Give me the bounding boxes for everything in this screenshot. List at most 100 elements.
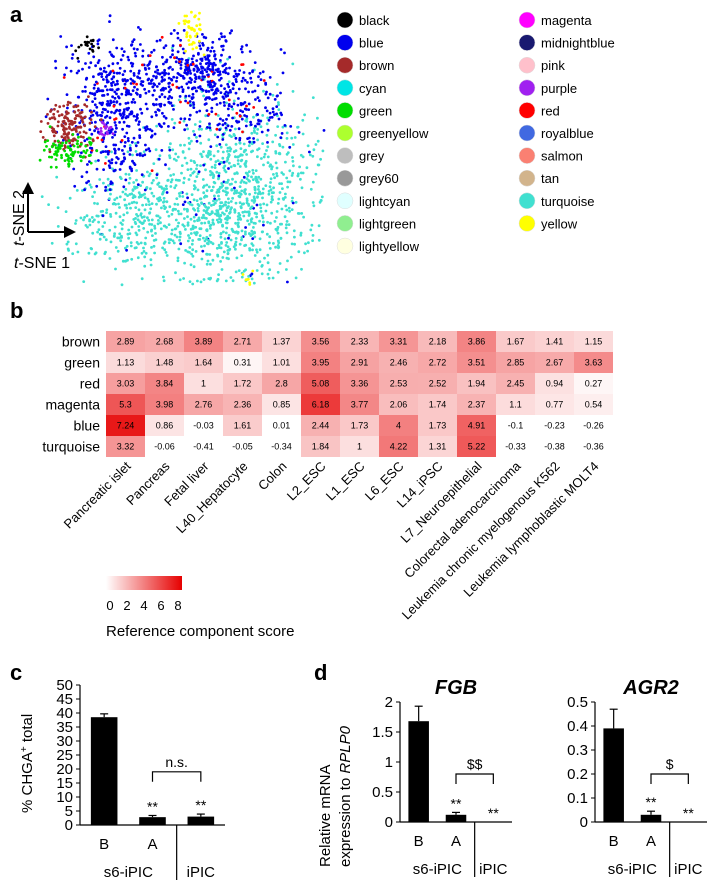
tsne-point-0 xyxy=(228,210,232,214)
tsne-point-0 xyxy=(257,147,261,151)
tsne-point-2 xyxy=(141,63,144,67)
tsne-point-1 xyxy=(136,218,140,222)
tsne-point-0 xyxy=(175,197,179,201)
tsne-point-0 xyxy=(218,162,221,166)
tsne-point-7 xyxy=(69,148,72,152)
tsne-point-2 xyxy=(83,85,87,89)
tsne-point-6 xyxy=(74,128,78,132)
tsne-point-0 xyxy=(250,175,253,179)
tsne-point-0 xyxy=(222,230,225,234)
tsne-point-2 xyxy=(130,140,134,144)
y-tick-label: 1.5 xyxy=(372,724,393,741)
tsne-point-6 xyxy=(66,111,70,115)
tsne-point-3 xyxy=(210,46,214,49)
tsne-point-2 xyxy=(139,28,142,31)
tsne-point-2 xyxy=(116,61,120,65)
tsne-point-1 xyxy=(143,196,147,200)
tsne-point-0 xyxy=(240,229,244,233)
tsne-point-2 xyxy=(123,69,127,73)
tsne-point-6 xyxy=(66,103,70,107)
y-tick-label: 5 xyxy=(65,803,73,820)
tsne-point-3 xyxy=(183,71,187,74)
tsne-point-1 xyxy=(162,187,166,191)
tsne-point-0 xyxy=(226,149,229,153)
tsne-point-2 xyxy=(172,126,176,129)
tsne-point-0 xyxy=(192,265,196,269)
tsne-point-0 xyxy=(311,96,315,99)
tsne-point-4 xyxy=(227,114,231,117)
color-scale-label: Reference component score xyxy=(106,623,294,640)
tsne-point-1 xyxy=(135,178,138,182)
bracket-label: $$ xyxy=(467,756,483,772)
tsne-point-2 xyxy=(147,82,151,85)
tsne-point-0 xyxy=(170,46,174,50)
tsne-point-0 xyxy=(317,238,321,242)
tsne-point-0 xyxy=(259,177,263,181)
tsne-point-7 xyxy=(84,144,88,148)
tsne-point-1 xyxy=(104,238,108,242)
tsne-point-0 xyxy=(220,242,223,245)
tsne-point-4 xyxy=(283,124,287,127)
group-label-s6-ipic: s6-iPIC xyxy=(104,864,153,881)
tsne-point-3 xyxy=(207,90,211,93)
tsne-point-3 xyxy=(223,68,227,72)
tsne-point-0 xyxy=(240,275,244,279)
tsne-point-0 xyxy=(266,155,270,159)
tsne-point-0 xyxy=(234,91,238,95)
tsne-point-3 xyxy=(195,59,199,62)
tsne-point-3 xyxy=(223,35,226,39)
tsne-point-1 xyxy=(174,208,178,211)
tsne-point-1 xyxy=(88,218,92,222)
tsne-point-4 xyxy=(268,111,272,115)
heatmap-cell xyxy=(418,373,457,394)
tsne-point-0 xyxy=(202,94,206,98)
tsne-point-1 xyxy=(112,202,116,205)
tsne-point-0 xyxy=(267,189,271,193)
tsne-point-7 xyxy=(84,151,88,155)
tsne-point-0 xyxy=(196,279,199,283)
heatmap-value: -0.36 xyxy=(583,442,604,452)
tsne-point-1 xyxy=(125,206,129,210)
tsne-point-1 xyxy=(174,271,177,275)
tsne-point-1 xyxy=(165,200,169,204)
tsne-point-0 xyxy=(236,155,240,159)
tsne-point-3 xyxy=(218,78,221,82)
tsne-point-7 xyxy=(76,139,79,143)
tsne-point-0 xyxy=(234,136,238,140)
tsne-point-3 xyxy=(214,68,218,72)
tsne-point-1 xyxy=(158,154,162,158)
tsne-point-1 xyxy=(146,230,150,234)
heatmap-cell xyxy=(379,373,418,394)
tsne-point-1 xyxy=(147,218,151,222)
tsne-point-10 xyxy=(103,133,106,137)
tsne-point-3 xyxy=(198,109,202,113)
tsne-point-7 xyxy=(46,139,50,143)
tsne-point-4 xyxy=(210,106,214,110)
tsne-point-6 xyxy=(53,117,57,121)
tsne-point-0 xyxy=(269,181,272,184)
tsne-point-2 xyxy=(115,71,119,75)
heatmap-value: 5.08 xyxy=(312,379,330,389)
tsne-point-3 xyxy=(234,78,238,81)
tsne-point-2 xyxy=(137,26,140,29)
tsne-point-1 xyxy=(94,159,98,163)
tsne-point-2 xyxy=(46,97,50,101)
tsne-point-0 xyxy=(257,175,261,179)
tsne-point-1 xyxy=(88,183,92,187)
tsne-point-3 xyxy=(257,75,260,79)
tsne-point-0 xyxy=(213,163,217,167)
tsne-point-3 xyxy=(163,68,167,72)
tsne-point-3 xyxy=(206,57,210,61)
tsne-point-5 xyxy=(128,112,132,116)
tsne-point-4 xyxy=(226,82,230,86)
tsne-point-1 xyxy=(114,246,118,249)
tsne-point-7 xyxy=(60,144,64,148)
tsne-point-1 xyxy=(155,214,159,218)
tsne-point-1 xyxy=(169,174,173,177)
tsne-point-1 xyxy=(124,187,128,191)
heatmap-cell xyxy=(223,415,262,436)
tsne-point-1 xyxy=(220,182,224,185)
tsne-point-1 xyxy=(144,236,148,240)
y-tick-label: 30 xyxy=(56,733,73,750)
tsne-point-1 xyxy=(102,181,105,185)
